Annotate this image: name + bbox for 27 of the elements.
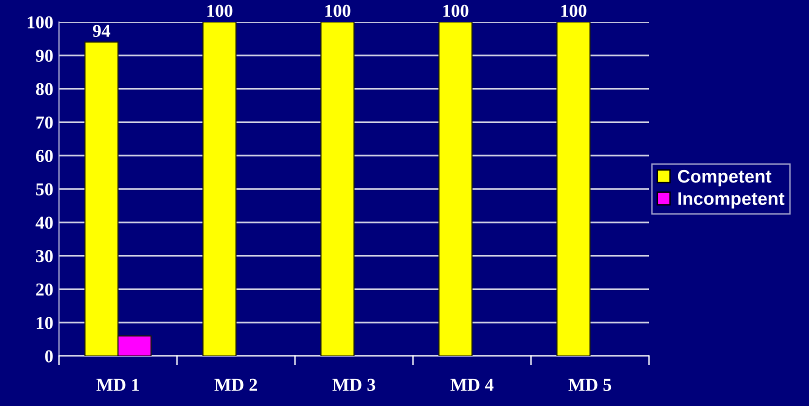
x-tick-label: MD 5 (568, 378, 612, 391)
x-tick-label: MD 3 (332, 378, 376, 391)
x-tick-label: MD 2 (214, 378, 258, 391)
bar (202, 22, 237, 356)
y-tick-label: 40 (36, 216, 53, 229)
data-label: 94 (92, 24, 110, 37)
y-tick-label: 100 (28, 16, 53, 28)
bar (556, 22, 591, 356)
data-label: 100 (207, 4, 232, 17)
y-tick-label: 80 (36, 83, 53, 96)
y-tick-label: 50 (36, 183, 53, 196)
legend-label: Incompetent (678, 192, 784, 209)
y-tick-label: 20 (36, 283, 53, 296)
data-label: 100 (325, 4, 350, 17)
data-label: 100 (443, 4, 468, 17)
y-tick-label: 70 (36, 116, 53, 129)
y-tick-label: 0 (45, 350, 53, 362)
y-tick-label: 90 (36, 50, 53, 62)
legend-label: Competent (678, 170, 772, 186)
y-tick-label: 60 (36, 150, 53, 162)
bar (320, 22, 355, 356)
x-tick-label: MD 1 (96, 378, 139, 391)
y-tick-label: 10 (36, 316, 53, 330)
x-tick-label: MD 4 (450, 378, 494, 391)
bar (438, 22, 473, 356)
data-label: 100 (561, 4, 586, 17)
y-tick-label: 30 (36, 250, 53, 262)
